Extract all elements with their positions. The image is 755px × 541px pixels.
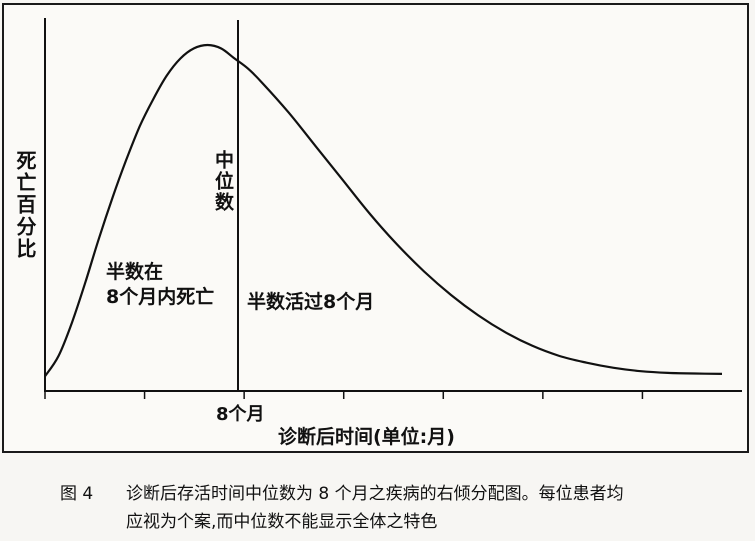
distribution-plot xyxy=(44,18,742,399)
figure-caption: 图 4 诊断后存活时间中位数为 8 个月之疾病的右倾分配图。每位患者均 应视为个案… xyxy=(60,480,740,536)
left-annotation: 半数在 8个月内死亡 xyxy=(106,260,214,310)
y-axis-label: 死亡百分比 xyxy=(13,150,37,260)
skewed-distribution-curve xyxy=(44,43,723,377)
left-annotation-line2: 8个月内死亡 xyxy=(106,286,215,308)
right-annotation: 半数活过8个月 xyxy=(247,291,375,313)
caption-text-line2: 应视为个案,而中位数不能显示全体之特色 xyxy=(126,512,438,532)
caption-number: 图 4 xyxy=(60,484,94,504)
x-axis-label: 诊断后时间(单位:月) xyxy=(278,426,455,448)
caption-text-line1: 诊断后存活时间中位数为 8 个月之疾病的右倾分配图。每位患者均 xyxy=(126,484,624,504)
caption-line1: 图 4 诊断后存活时间中位数为 8 个月之疾病的右倾分配图。每位患者均 xyxy=(60,480,740,508)
median-tick-label: 8个月 xyxy=(216,404,265,425)
x-axis-ticks xyxy=(44,391,644,399)
left-annotation-line1: 半数在 xyxy=(106,261,164,283)
figure-frame xyxy=(2,3,749,453)
median-label: 中位数 xyxy=(212,150,234,213)
